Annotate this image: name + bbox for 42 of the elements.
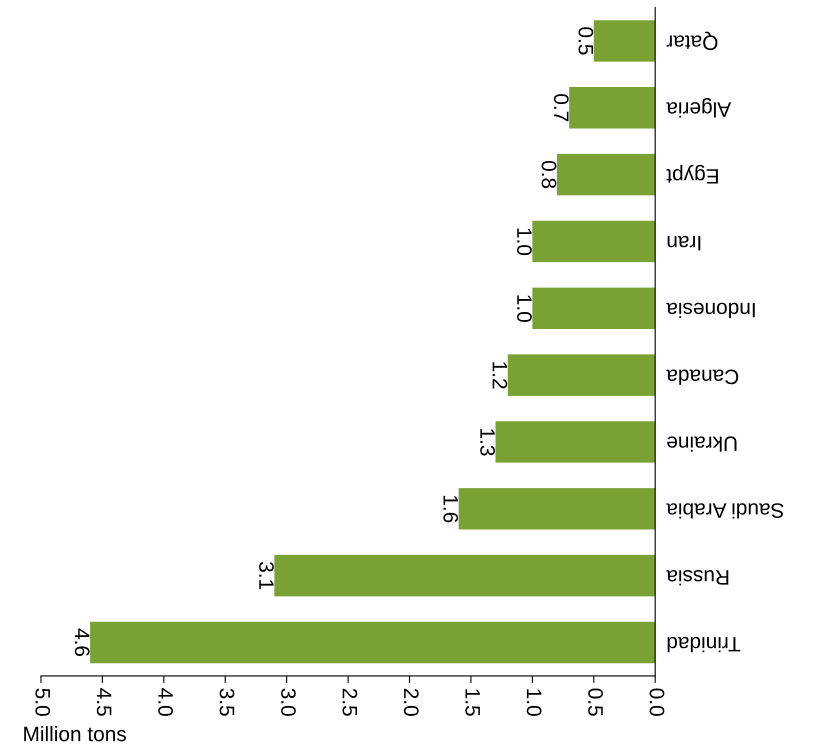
data-label: 1.6 xyxy=(443,496,458,522)
y-tick-label: Egypt xyxy=(666,164,718,184)
y-tick-label: Ukraine xyxy=(667,436,736,452)
data-label: 1.0 xyxy=(517,228,532,256)
x-tick-label: 0.0 xyxy=(650,688,664,716)
x-tick-label: 4.0 xyxy=(158,688,173,716)
bar xyxy=(594,20,656,62)
bar xyxy=(495,421,656,463)
y-tick-label: Trinidad xyxy=(668,636,740,652)
data-label: 1.2 xyxy=(492,362,508,389)
x-axis-title: Million tons xyxy=(24,726,126,742)
bar xyxy=(532,220,656,262)
data-label: 4.6 xyxy=(74,628,90,656)
x-tick-label: 3.0 xyxy=(281,688,296,716)
bar xyxy=(274,554,656,596)
x-tick-label: 1.0 xyxy=(526,689,542,716)
y-tick-label: Indonesia xyxy=(666,302,755,318)
bar xyxy=(458,488,656,530)
x-tick-label: 4.5 xyxy=(96,688,112,716)
bar xyxy=(532,288,656,330)
y-tick-label: Saudi Arabia xyxy=(666,503,784,519)
x-tick-label: 3.5 xyxy=(220,688,234,716)
y-tick-label: Qatar xyxy=(666,32,718,50)
data-label: 0.7 xyxy=(554,94,569,122)
x-tick-label: 5.0 xyxy=(35,688,50,716)
y-tick-label: Russia xyxy=(666,570,728,586)
bar xyxy=(508,354,656,396)
data-label: 0.5 xyxy=(578,27,594,55)
bar xyxy=(90,622,656,664)
data-label: 0.8 xyxy=(542,160,556,188)
y-tick-label: Algeria xyxy=(666,98,732,118)
data-label: 1.3 xyxy=(480,429,495,456)
data-label: 1.0 xyxy=(517,295,532,322)
y-tick-label: Canada xyxy=(666,370,738,385)
bar xyxy=(569,87,656,128)
data-label: 3.1 xyxy=(259,562,274,590)
x-tick-label: 0.5 xyxy=(588,688,603,716)
x-tick-label: 1.5 xyxy=(465,689,480,716)
x-tick-label: 2.5 xyxy=(342,688,358,716)
bar xyxy=(556,154,656,196)
x-tick-label: 2.0 xyxy=(404,688,419,716)
y-tick-label: Iran xyxy=(668,236,700,250)
